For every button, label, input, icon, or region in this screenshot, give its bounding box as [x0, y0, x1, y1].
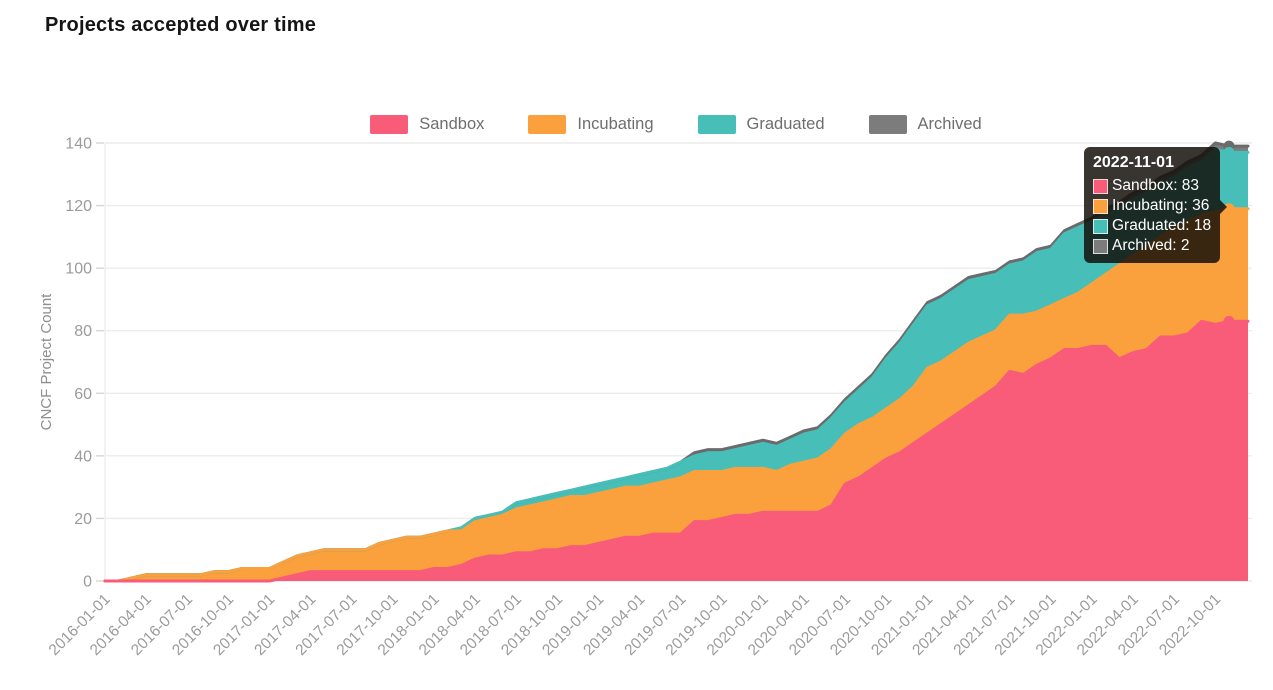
y-tick-label: 60 [74, 386, 92, 403]
tooltip-row-sandbox: Sandbox: 83 [1093, 177, 1211, 195]
legend-item-graduated[interactable]: Graduated [697, 115, 825, 134]
tooltip-value: Sandbox: 83 [1112, 177, 1200, 194]
area-incubating [105, 208, 1248, 581]
tooltip-value: Graduated: 18 [1112, 217, 1212, 234]
tooltip-value: Archived: 2 [1112, 237, 1190, 254]
tooltip-title: 2022-11-01 [1093, 154, 1174, 171]
legend-item-sandbox[interactable]: Sandbox [370, 115, 484, 134]
tooltip-row-graduated: Graduated: 18 [1093, 217, 1211, 235]
legend-swatch-icon [370, 115, 409, 134]
page-title: Projects accepted over time [45, 14, 317, 36]
line-sandbox [103, 319, 1250, 583]
legend-label: Sandbox [419, 115, 485, 133]
y-tick-label: 0 [83, 574, 92, 591]
tooltip-swatch-icon [1093, 238, 1108, 254]
legend-item-archived[interactable]: Archived [868, 115, 982, 134]
dot-graduated [1223, 146, 1235, 158]
tooltip-swatch-icon [1093, 178, 1108, 194]
legend-swatch-icon [868, 115, 907, 134]
tooltip-rows: Sandbox: 83 Incubating: 36 Graduated: 18 Ar… [1093, 177, 1211, 255]
y-tick-label: 120 [65, 198, 92, 215]
chart-legend: Sandbox Incubating Graduated Archived [105, 115, 1247, 134]
legend-item-incubating[interactable]: Incubating [528, 115, 654, 134]
area-sandbox [105, 321, 1248, 581]
tooltip-swatch-icon [1093, 198, 1108, 214]
y-tick-label: 40 [74, 448, 92, 465]
y-tick-label: 80 [74, 323, 92, 340]
y-tick-label: 100 [65, 261, 92, 278]
y-tick-label: 140 [65, 136, 92, 153]
tooltip-row-archived: Archived: 2 [1093, 237, 1211, 255]
dot-sandbox [1223, 315, 1235, 327]
legend-label: Incubating [577, 115, 654, 133]
line-incubating [103, 207, 1250, 583]
tooltip-swatch-icon [1093, 218, 1108, 234]
legend-swatch-icon [528, 115, 567, 134]
tooltip: 2022-11-01 Sandbox: 83 Incubating: 36 Grad… [1084, 147, 1227, 263]
legend-label: Graduated [746, 115, 825, 133]
legend-swatch-icon [697, 115, 736, 134]
tooltip-row-incubating: Incubating: 36 [1093, 197, 1211, 215]
y-axis-title: CNCF Project Count [38, 293, 55, 431]
y-tick-label: 20 [74, 511, 92, 528]
tooltip-value: Incubating: 36 [1112, 197, 1210, 214]
legend-label: Archived [917, 115, 982, 133]
tooltip-caret-icon [1220, 200, 1227, 214]
